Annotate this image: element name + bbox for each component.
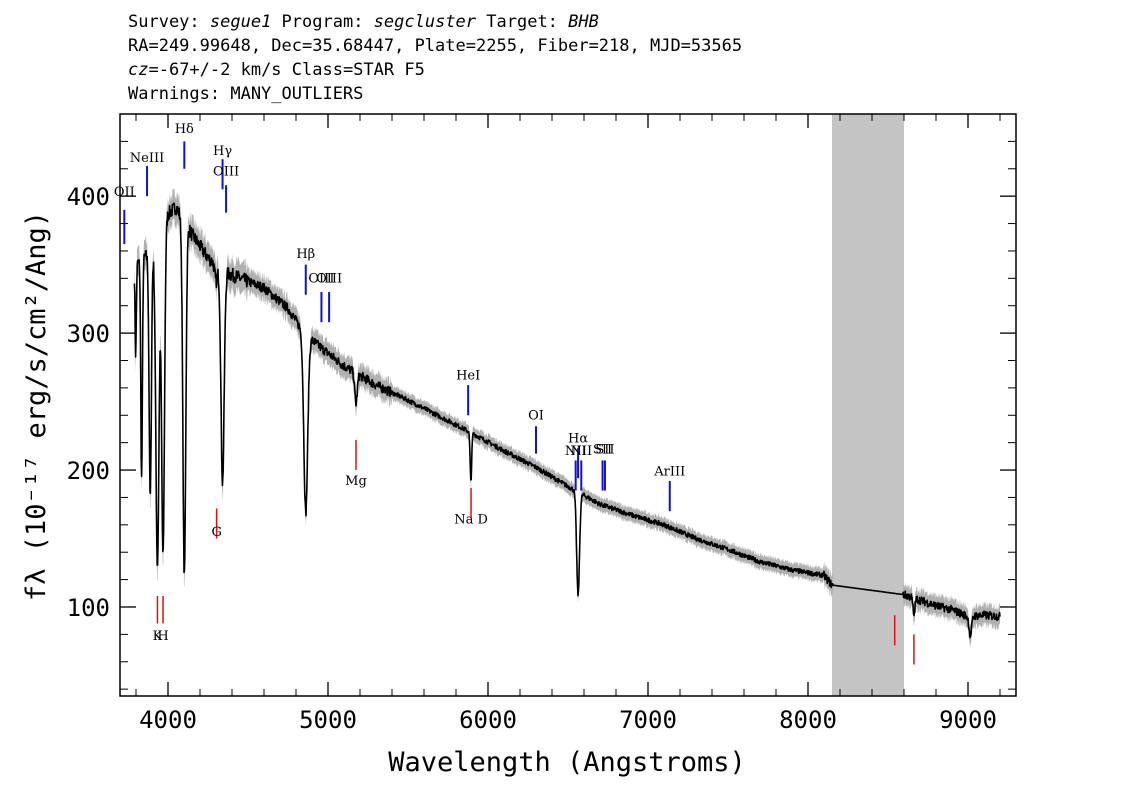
emission-line-label: OIII (316, 271, 342, 286)
emission-line-label: NII (570, 444, 592, 459)
emission-line-label: Hβ (296, 247, 315, 262)
emission-line-label: OIII (308, 271, 334, 286)
x-tick-label: 8000 (779, 706, 837, 734)
emission-line-label: Hγ (213, 144, 232, 159)
absorption-line-label: Mg (345, 474, 367, 489)
emission-line-label: ArIII (653, 465, 685, 480)
y-tick-label: 100 (67, 594, 110, 622)
x-tick-label: 7000 (619, 706, 677, 734)
emission-line-label: SII (593, 443, 612, 458)
emission-line-label: Hα (568, 432, 588, 447)
absorption-line-label: H (157, 629, 168, 644)
emission-line-label: OII (114, 185, 135, 200)
program-label: Program: (271, 12, 374, 32)
plot-frame (119, 113, 1017, 697)
survey-value: segue1 (209, 12, 272, 32)
x-tick-label: 4000 (139, 706, 197, 734)
emission-line-label: HeI (456, 369, 480, 384)
x-axis-title: Wavelength (Angstroms) (388, 747, 746, 778)
emission-line-label: NeIII (130, 151, 164, 166)
header-line-coordinates: RA=249.99648, Dec=35.68447, Plate=2255, … (128, 36, 743, 56)
redshift-class: =-67+/-2 km/s Class=STAR F5 (148, 60, 425, 80)
survey-label: Survey: (128, 12, 210, 32)
absorption-line-label: G (211, 525, 221, 540)
absorption-line-label: K (153, 629, 163, 644)
target-label: Target: (476, 12, 569, 32)
masked-region-layer (832, 114, 904, 696)
header-line-redshift: cz=-67+/-2 km/s Class=STAR F5 (128, 58, 742, 82)
emission-line-label: SII (595, 443, 614, 458)
x-tick-label: 9000 (939, 706, 997, 734)
y-tick-label: 400 (67, 183, 110, 211)
target-value: BHB (568, 12, 599, 32)
header-line-survey: Survey: segue1 Program: segcluster Targe… (128, 10, 742, 34)
emission-line-label: Hδ (175, 122, 194, 137)
header-line-warnings: Warnings: MANY_OUTLIERS (128, 84, 364, 104)
program-value: segcluster (373, 12, 477, 32)
error-band-layer (134, 188, 1000, 648)
emission-line-label: OI (528, 408, 544, 423)
spectrum-layer (133, 202, 1001, 639)
x-tick-label: 5000 (299, 706, 357, 734)
absorption-line-label: Na D (454, 512, 488, 527)
spectrum-line (133, 202, 1001, 639)
axis-ticks-layer: 4000 5000 6000 7000 8000 9000 100 200 300 400 (67, 114, 1016, 734)
y-axis-title: fλ (10⁻¹⁷ erg/s/cm²/Ang) (21, 211, 52, 601)
y-tick-label: 200 (67, 457, 110, 485)
error-band (134, 188, 1000, 648)
cz-label: cz (128, 60, 149, 80)
x-tick-label: 6000 (459, 706, 517, 734)
emission-line-label: NII (565, 444, 587, 459)
emission-line-label: OIII (213, 165, 239, 180)
masked-region (832, 114, 904, 696)
y-tick-label: 300 (67, 320, 110, 348)
spectrum-header: Survey: segue1 Program: segcluster Targe… (128, 10, 742, 106)
